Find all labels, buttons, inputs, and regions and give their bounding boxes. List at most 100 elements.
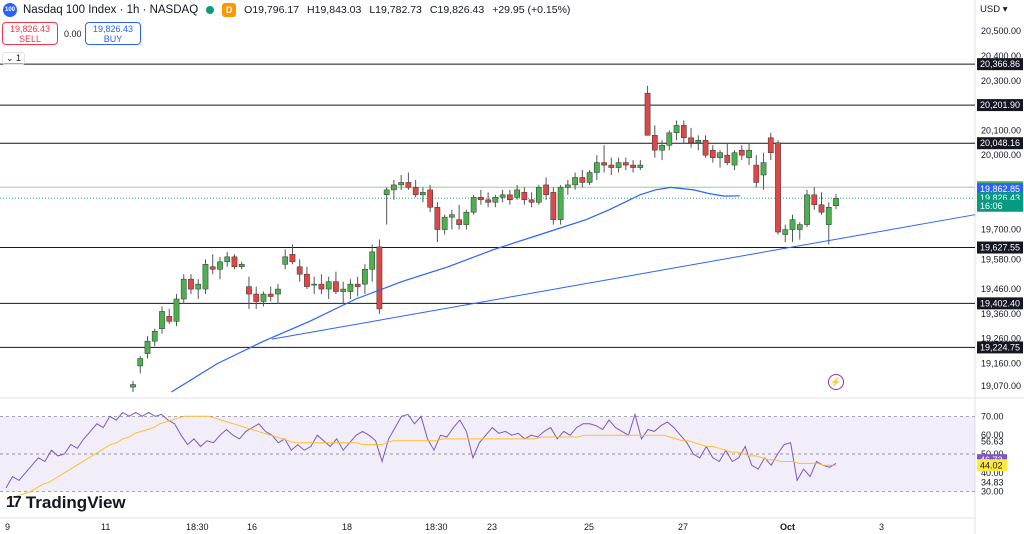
candle-up: [441, 216, 448, 230]
price-axis-tick: 20,400.00: [981, 51, 1021, 61]
candle-up: [217, 261, 223, 270]
price-label-box: [977, 199, 1023, 212]
price-label-box: [977, 241, 1023, 254]
candle-down: [811, 194, 818, 206]
candle-up: [804, 194, 810, 225]
time-axis-label: 25: [584, 522, 594, 532]
market-open-dot: [206, 6, 215, 14]
time-axis-label: Oct: [780, 522, 795, 532]
candle-up: [398, 182, 405, 186]
rsi-label-box: [977, 459, 1007, 472]
candle-up: [282, 256, 289, 265]
candle-up: [137, 358, 144, 367]
price-axis-tick: 20,500.00: [981, 26, 1021, 36]
rsi-label-text: 34.83: [981, 478, 1004, 488]
time-axis-label: 27: [678, 522, 688, 532]
candle-down: [253, 293, 260, 302]
candle-up: [144, 340, 151, 354]
candle-up: [195, 283, 202, 290]
price-axis-tick: 19,070.00: [981, 381, 1021, 391]
candle-up: [659, 144, 665, 151]
price-label-text: 19,224.75: [980, 342, 1020, 352]
candle-down: [630, 164, 636, 168]
time-axis-label: 9: [5, 522, 10, 532]
sell-button[interactable]: 19,826.43 SELL: [2, 22, 58, 45]
rsi-line: [5, 411, 837, 489]
candle-up: [159, 311, 165, 330]
candle-down: [427, 189, 433, 208]
candle-down: [246, 286, 252, 295]
candle-down: [521, 192, 528, 201]
candle-up: [695, 140, 702, 144]
lightning-icon[interactable]: ⚡: [828, 374, 844, 390]
candle-down: [688, 137, 694, 144]
price-label-text: 19,862.85: [980, 184, 1020, 194]
candle-down: [550, 192, 557, 220]
currency-label: USD: [980, 4, 1001, 15]
candle-up: [340, 288, 347, 292]
chart-header: 100 Nasdaq 100 Index · 1h · NASDAQ D O19…: [0, 0, 570, 20]
candle-down: [333, 281, 339, 292]
candle-up: [796, 224, 803, 230]
candle-up: [391, 184, 397, 191]
candle-down: [651, 135, 658, 151]
candle-down: [738, 149, 745, 156]
tv-logo-icon: 17: [6, 494, 22, 511]
candle-up: [173, 298, 180, 322]
candle-up: [238, 264, 245, 268]
time-axis-label: 3: [879, 522, 884, 532]
rsi-label-text: 56.63: [981, 437, 1004, 447]
price-axis-tick: 20,100.00: [981, 125, 1021, 135]
candle-down: [753, 164, 760, 183]
candle-up: [369, 251, 376, 270]
price-label-box: [977, 297, 1023, 310]
time-axis-label: 16: [247, 522, 257, 532]
price-label-text: 19,627.55: [980, 243, 1020, 253]
candle-down: [434, 206, 441, 230]
currency-selector[interactable]: USD ▾: [980, 4, 1008, 15]
time-axis-label: 11: [101, 522, 110, 532]
candle-down: [680, 125, 687, 139]
price-axis-tick: 19,700.00: [981, 225, 1021, 235]
indicator-collapse-button[interactable]: ⌄ 1: [2, 52, 26, 65]
candle-up: [833, 198, 839, 207]
ohlc-high: H19,843.03: [307, 4, 362, 16]
symbol-title[interactable]: Nasdaq 100 Index · 1h · NASDAQ: [23, 4, 199, 16]
candle-down: [166, 316, 173, 322]
delayed-badge[interactable]: D: [222, 3, 237, 17]
candle-up: [572, 177, 578, 186]
candle-up: [586, 172, 593, 183]
candle-up: [420, 192, 426, 196]
ohlc-close: C19,826.43: [429, 4, 485, 16]
candle-up: [789, 219, 796, 230]
candle-up: [637, 164, 644, 168]
candle-up: [347, 283, 354, 292]
price-label-text: 20,048.16: [980, 138, 1020, 148]
rsi-label-text: 44.02: [980, 460, 1003, 470]
candle-up: [470, 197, 477, 213]
candle-down: [405, 182, 412, 188]
sell-label: SELL: [18, 34, 42, 44]
buy-button[interactable]: 19,826.43 BUY: [85, 22, 141, 45]
candle-up: [325, 281, 332, 290]
candle-up: [717, 152, 723, 158]
buy-price: 19,826.43: [92, 24, 134, 34]
rsi-axis-tick: 60.00: [981, 430, 1004, 440]
rsi-axis-tick: 40.00: [981, 468, 1004, 478]
time-axis-label: 18:30: [425, 522, 448, 532]
price-axis-tick: 19,580.00: [981, 254, 1021, 264]
candle-down: [579, 177, 586, 183]
price-axis-tick: 20,300.00: [981, 76, 1021, 86]
candle-down: [608, 164, 615, 168]
candle-down: [296, 266, 303, 275]
candle-up: [362, 268, 368, 285]
price-axis-tick: 19,460.00: [981, 284, 1021, 294]
symbol-icon[interactable]: 100: [3, 3, 17, 17]
tradingview-logo: 17 TradingView: [6, 493, 126, 513]
price-axis-tick: 20,000.00: [981, 150, 1021, 160]
price-label-box: [977, 137, 1023, 150]
candle-up: [593, 162, 600, 173]
rsi-signal-line: [5, 415, 836, 500]
logo-text: TradingView: [25, 493, 126, 512]
